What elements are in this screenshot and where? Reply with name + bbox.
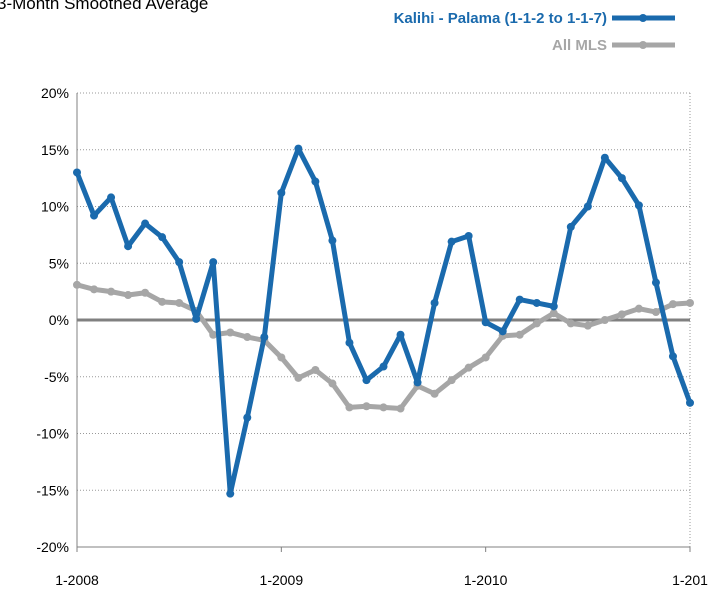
point [277, 353, 286, 362]
point [192, 314, 201, 323]
point [464, 363, 473, 372]
point [209, 258, 218, 267]
point [583, 321, 592, 330]
point [617, 310, 626, 319]
point [447, 237, 456, 246]
legend-marker [639, 41, 647, 49]
point [124, 291, 133, 300]
point [634, 201, 643, 210]
x-tick-label: 1-201 [672, 572, 708, 588]
point [243, 413, 252, 422]
y-tick-label: -10% [36, 426, 69, 442]
point [141, 288, 150, 297]
point [549, 302, 558, 311]
point [430, 389, 439, 398]
x-tick-label: 1-2010 [464, 572, 508, 588]
point [498, 327, 507, 336]
point [294, 144, 303, 153]
point [73, 280, 81, 289]
point [158, 233, 167, 242]
point [260, 333, 269, 342]
point [73, 168, 81, 177]
point [362, 402, 371, 411]
point [107, 193, 116, 202]
point [124, 242, 133, 251]
point [668, 300, 677, 309]
point [379, 362, 388, 371]
point [328, 379, 337, 388]
legend-marker [639, 14, 647, 22]
y-tick-label: 0% [49, 312, 69, 328]
point [566, 319, 575, 328]
point [396, 404, 405, 413]
point [141, 219, 150, 228]
point [226, 328, 235, 337]
point [345, 403, 354, 412]
y-tick-label: 20% [41, 85, 69, 101]
point [362, 376, 371, 385]
y-tick-label: -5% [44, 369, 69, 385]
point [583, 202, 592, 211]
point [651, 308, 660, 317]
point [634, 304, 643, 313]
y-tick-label: 5% [49, 255, 69, 271]
point [668, 352, 677, 361]
point [175, 298, 184, 307]
point [175, 258, 184, 267]
point [464, 232, 473, 241]
point [396, 330, 405, 339]
point [243, 333, 252, 342]
point [90, 285, 99, 294]
point [617, 174, 626, 183]
point [413, 378, 422, 387]
legend-label: All MLS [552, 37, 607, 54]
point [481, 318, 490, 327]
chart-title: 3-Month Smoothed Average [0, 0, 208, 13]
point [515, 295, 524, 304]
point [90, 211, 99, 220]
point [379, 403, 388, 412]
point [686, 298, 694, 307]
point [566, 222, 575, 231]
y-tick-label: 10% [41, 199, 69, 215]
point [345, 338, 354, 347]
point [651, 278, 660, 287]
point [294, 373, 303, 382]
point [311, 177, 320, 186]
point [277, 188, 286, 197]
y-tick-label: -20% [36, 539, 69, 555]
point [549, 309, 558, 318]
point [515, 330, 524, 339]
point [226, 489, 235, 498]
point [686, 398, 694, 407]
series-line [76, 282, 691, 412]
y-tick-label: -15% [36, 482, 69, 498]
y-tick-label: 15% [41, 142, 69, 158]
point [328, 236, 337, 245]
point [532, 319, 541, 328]
point [600, 153, 609, 162]
x-tick-label: 1-2009 [260, 572, 304, 588]
point [311, 365, 320, 374]
legend-label: Kalihi - Palama (1-1-2 to 1-1-7) [394, 10, 607, 27]
point [447, 376, 456, 385]
point [158, 297, 167, 306]
point [532, 298, 541, 307]
point [430, 298, 439, 307]
point [600, 316, 609, 324]
x-tick-label: 1-2008 [55, 572, 99, 588]
point [481, 353, 490, 362]
point [209, 330, 218, 339]
point [107, 287, 116, 296]
